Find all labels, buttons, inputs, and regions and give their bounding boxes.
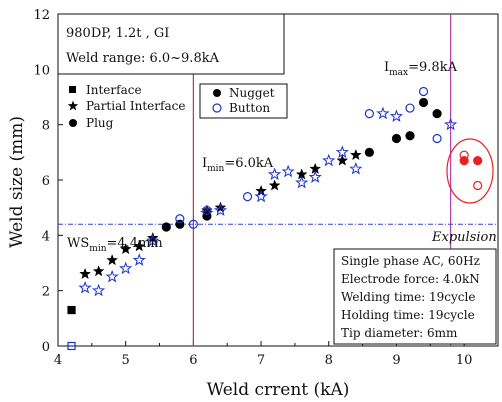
data-point bbox=[418, 86, 429, 97]
legend-interface: Interface bbox=[86, 83, 142, 97]
condition-line: Tip diameter: 6mm bbox=[341, 326, 458, 340]
data-point bbox=[254, 189, 268, 203]
info-weld-range: Weld range: 6.0~9.8kA bbox=[66, 51, 220, 66]
data-point bbox=[213, 203, 228, 217]
condition-line: Electrode force: 4.0kN bbox=[341, 272, 480, 286]
data-point bbox=[175, 214, 185, 224]
data-point bbox=[202, 205, 212, 216]
data-point bbox=[67, 341, 76, 351]
data-point bbox=[105, 269, 119, 283]
data-point bbox=[132, 253, 146, 266]
y-tick-label: 10 bbox=[33, 63, 50, 78]
conditions-box: Single phase AC, 60Hz Electrode force: 4… bbox=[333, 248, 497, 345]
expulsion-label: Expulsion bbox=[431, 230, 497, 245]
condition-line: Holding time: 19cycle bbox=[341, 308, 475, 322]
data-point bbox=[336, 154, 349, 166]
legend-button: Button bbox=[229, 101, 270, 115]
data-point bbox=[295, 175, 309, 189]
data-point bbox=[146, 231, 159, 244]
data-point bbox=[119, 242, 132, 255]
x-tick-label: 8 bbox=[325, 353, 333, 368]
legend-fracture: Interface Partial Interface Plug bbox=[67, 83, 185, 130]
data-point bbox=[92, 265, 105, 277]
x-tick-label: 9 bbox=[392, 353, 400, 368]
data-point bbox=[349, 148, 362, 161]
data-point bbox=[79, 267, 91, 280]
data-point bbox=[473, 180, 483, 191]
data-point bbox=[119, 261, 133, 275]
condition-line: Single phase AC, 60Hz bbox=[341, 254, 480, 268]
y-tick-label: 6 bbox=[42, 174, 50, 189]
x-axis-label: Weld crrent (kA) bbox=[207, 380, 350, 400]
y-tick-label: 8 bbox=[42, 119, 50, 134]
data-point bbox=[432, 108, 442, 119]
data-point bbox=[349, 161, 363, 175]
data-point bbox=[473, 156, 483, 166]
condition-line: Welding time: 19cycle bbox=[341, 290, 475, 304]
data-point bbox=[459, 150, 469, 160]
y-tick-label: 0 bbox=[42, 340, 50, 355]
legend-star-icon bbox=[67, 100, 79, 111]
data-point bbox=[405, 103, 415, 113]
data-point bbox=[335, 145, 349, 158]
ws-min-annotation: WSmin=4.4mm bbox=[67, 236, 163, 254]
data-point bbox=[188, 219, 198, 229]
data-point bbox=[444, 117, 458, 131]
data-point bbox=[242, 192, 253, 202]
y-axis-label: Weld size (mm) bbox=[7, 116, 27, 248]
data-point bbox=[281, 164, 295, 178]
x-tick-label: 10 bbox=[456, 353, 473, 368]
data-point bbox=[92, 283, 106, 297]
y-tick-label: 2 bbox=[42, 285, 50, 300]
imin-annotation: Imin=6.0kA bbox=[202, 156, 274, 174]
imax-annotation: Imax=9.8kA bbox=[384, 60, 458, 78]
info-material: 980DP, 1.2t , GI bbox=[66, 26, 169, 41]
data-point bbox=[308, 170, 322, 183]
data-point bbox=[133, 240, 146, 252]
y-tick-label: 12 bbox=[33, 8, 50, 23]
axis-ticks: 4 5 6 7 8 9 10 0 2 4 6 8 10 12 bbox=[33, 8, 472, 368]
x-tick-label: 6 bbox=[189, 353, 197, 368]
data-point bbox=[364, 108, 374, 119]
info-box: 980DP, 1.2t , GI Weld range: 6.0~9.8kA bbox=[57, 13, 285, 75]
data-point bbox=[78, 280, 92, 294]
legend-nugget: Nugget bbox=[229, 86, 275, 100]
legend-partial-interface: Partial Interface bbox=[86, 99, 185, 113]
x-tick-label: 5 bbox=[122, 353, 130, 368]
x-tick-label: 4 bbox=[54, 353, 62, 368]
data-point bbox=[432, 133, 442, 144]
data-point bbox=[146, 233, 160, 247]
data-point bbox=[268, 179, 281, 191]
expulsion-ellipse bbox=[446, 138, 494, 204]
x-tick-label: 7 bbox=[257, 353, 265, 368]
data-point bbox=[214, 201, 227, 213]
data-point bbox=[161, 222, 171, 232]
data-point bbox=[364, 147, 374, 157]
data-points bbox=[67, 86, 483, 351]
data-point bbox=[106, 254, 119, 266]
data-point bbox=[322, 153, 336, 167]
y-tick-label: 4 bbox=[42, 229, 50, 244]
data-point bbox=[391, 133, 402, 144]
legend-type: Nugget Button bbox=[199, 83, 288, 119]
data-point bbox=[418, 97, 429, 108]
data-point bbox=[268, 167, 282, 181]
data-point bbox=[67, 305, 76, 315]
data-point bbox=[376, 106, 390, 120]
data-point bbox=[389, 109, 404, 122]
legend-plug: Plug bbox=[86, 116, 114, 130]
data-point bbox=[405, 131, 415, 141]
